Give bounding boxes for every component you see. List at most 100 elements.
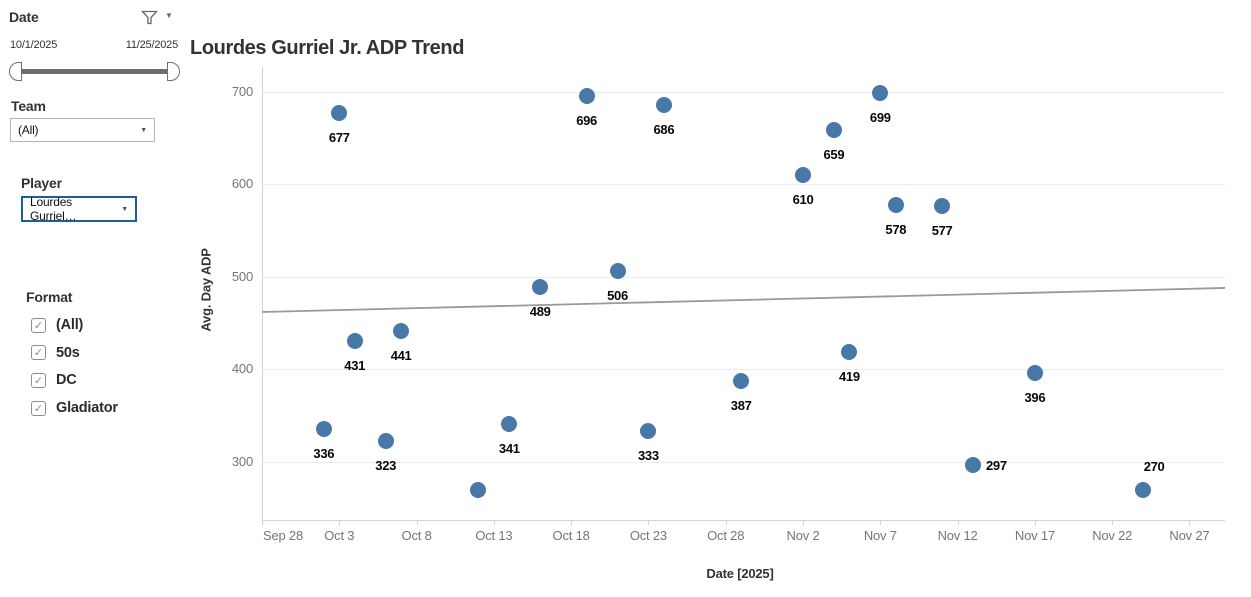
data-point-oct-14[interactable] (501, 415, 518, 432)
x-tick-label: Oct 28 (707, 528, 745, 543)
data-point-label: 686 (653, 121, 675, 137)
checkbox-checked-icon[interactable]: ✓ (31, 400, 46, 416)
data-point-oct-4[interactable] (346, 332, 363, 349)
data-point-label: 578 (885, 221, 907, 237)
format-option-50s[interactable]: ✓ 50s (31, 345, 80, 361)
x-tickmark (725, 520, 727, 525)
gridline-y-700 (262, 92, 1225, 93)
gridline-y-400 (262, 369, 1225, 371)
x-tickmark (803, 520, 804, 525)
y-axis-line (262, 67, 263, 520)
data-point-oct-7[interactable] (393, 323, 410, 340)
player-dropdown[interactable]: Lourdes Gurriel… ▼ (21, 195, 137, 223)
team-filter-label: Team (11, 98, 46, 114)
date-filter-menu-caret[interactable]: ▼ (165, 11, 173, 20)
data-point-oct-23[interactable] (640, 423, 657, 440)
data-point-nov-7[interactable] (872, 84, 889, 101)
x-tickmark (648, 520, 650, 525)
data-point-nov-11[interactable] (934, 197, 951, 214)
x-axis-line (262, 520, 1225, 521)
x-tick-label: Nov 22 (1092, 528, 1133, 543)
x-tickmark (571, 520, 573, 525)
data-point-oct-3[interactable] (331, 105, 348, 122)
team-dropdown-value: (All) (18, 123, 39, 137)
x-tickmark (339, 520, 341, 525)
data-point-label: 577 (931, 222, 953, 238)
data-point-label: 270 (1143, 458, 1165, 474)
x-tick-label: Oct 8 (401, 528, 432, 543)
data-point-nov-5[interactable] (841, 343, 858, 360)
data-point-label: 696 (576, 112, 597, 128)
format-option-all[interactable]: ✓ (All) (31, 317, 83, 333)
data-point-nov-17[interactable] (1026, 365, 1043, 381)
chevron-down-icon: ▼ (140, 126, 147, 134)
data-point-label: 441 (390, 348, 412, 364)
x-tickmark (416, 520, 418, 525)
date-filter-label: Date (9, 9, 39, 25)
checkbox-checked-icon[interactable]: ✓ (31, 317, 46, 333)
date-slider-handle-end[interactable] (167, 62, 180, 81)
data-point-oct-16[interactable] (532, 279, 549, 295)
format-filter-label: Format (26, 289, 73, 305)
data-point-label: 431 (344, 357, 366, 373)
x-tick-label: Nov 7 (863, 528, 897, 543)
data-point-oct-19[interactable] (578, 87, 595, 104)
data-point-label: 323 (375, 457, 397, 473)
y-tick-label: 700 (231, 84, 253, 99)
y-tick-label: 600 (231, 176, 253, 192)
data-point-nov-13[interactable] (965, 456, 981, 473)
data-point-nov-4[interactable] (825, 121, 842, 138)
chart-title: Lourdes Gurriel Jr. ADP Trend (190, 37, 465, 60)
player-filter-label: Player (21, 175, 62, 191)
x-tick-label: Nov 2 (786, 528, 820, 543)
x-tickmark (1189, 520, 1191, 525)
y-axis-title: Avg. Day ADP (198, 248, 214, 332)
x-tick-label: Nov 27 (1169, 528, 1210, 543)
x-tick-label: Nov 17 (1014, 528, 1055, 543)
data-point-label: 396 (1024, 390, 1046, 405)
gridline-y-300 (262, 461, 1225, 463)
data-point-oct-21[interactable] (609, 263, 626, 280)
data-point-nov-2[interactable] (795, 167, 811, 184)
x-tickmark (493, 520, 495, 525)
data-point-label: 419 (838, 368, 860, 384)
date-range-start: 10/1/2025 (10, 39, 58, 51)
data-point-label: 677 (328, 130, 350, 146)
format-option-label: (All) (56, 317, 84, 333)
data-point-oct-29[interactable] (733, 373, 750, 390)
x-tickmark (262, 520, 263, 525)
x-tickmark (880, 520, 882, 525)
format-option-dc[interactable]: ✓ DC (31, 372, 77, 388)
gridline-y-500 (262, 276, 1225, 278)
x-tick-label: Sep 28 (262, 528, 303, 543)
data-point-oct-6[interactable] (377, 432, 394, 449)
format-option-label: 50s (56, 344, 80, 361)
checkbox-checked-icon[interactable]: ✓ (31, 345, 46, 361)
y-tick-label: 300 (231, 453, 253, 469)
data-point-oct-2[interactable] (315, 420, 332, 437)
data-point-nov-8[interactable] (887, 196, 904, 213)
checkbox-checked-icon[interactable]: ✓ (31, 372, 46, 388)
y-tick-label: 500 (231, 268, 253, 284)
data-point-label: 610 (792, 192, 814, 208)
format-option-label: Gladiator (56, 400, 118, 417)
format-option-label: DC (56, 372, 77, 389)
y-tick-label: 400 (231, 361, 253, 377)
data-point-oct-12[interactable] (470, 482, 487, 499)
chevron-down-icon: ▼ (121, 205, 128, 213)
date-slider-track[interactable] (19, 69, 171, 74)
x-tick-label: Oct 3 (324, 528, 355, 543)
data-point-nov-24[interactable] (1135, 481, 1152, 498)
data-point-label: 333 (637, 448, 659, 464)
x-axis-title: Date [2025] (706, 566, 774, 581)
filter-funnel-icon[interactable] (141, 10, 158, 25)
date-slider-handle-start[interactable] (9, 62, 22, 81)
x-tick-label: Oct 13 (475, 528, 513, 543)
x-tick-label: Nov 12 (937, 528, 978, 543)
data-point-label: 297 (986, 457, 1007, 473)
data-point-label: 387 (730, 398, 752, 414)
format-option-gladiator[interactable]: ✓ Gladiator (31, 400, 118, 416)
team-dropdown[interactable]: (All) ▼ (10, 118, 155, 142)
data-point-oct-24[interactable] (655, 96, 672, 113)
